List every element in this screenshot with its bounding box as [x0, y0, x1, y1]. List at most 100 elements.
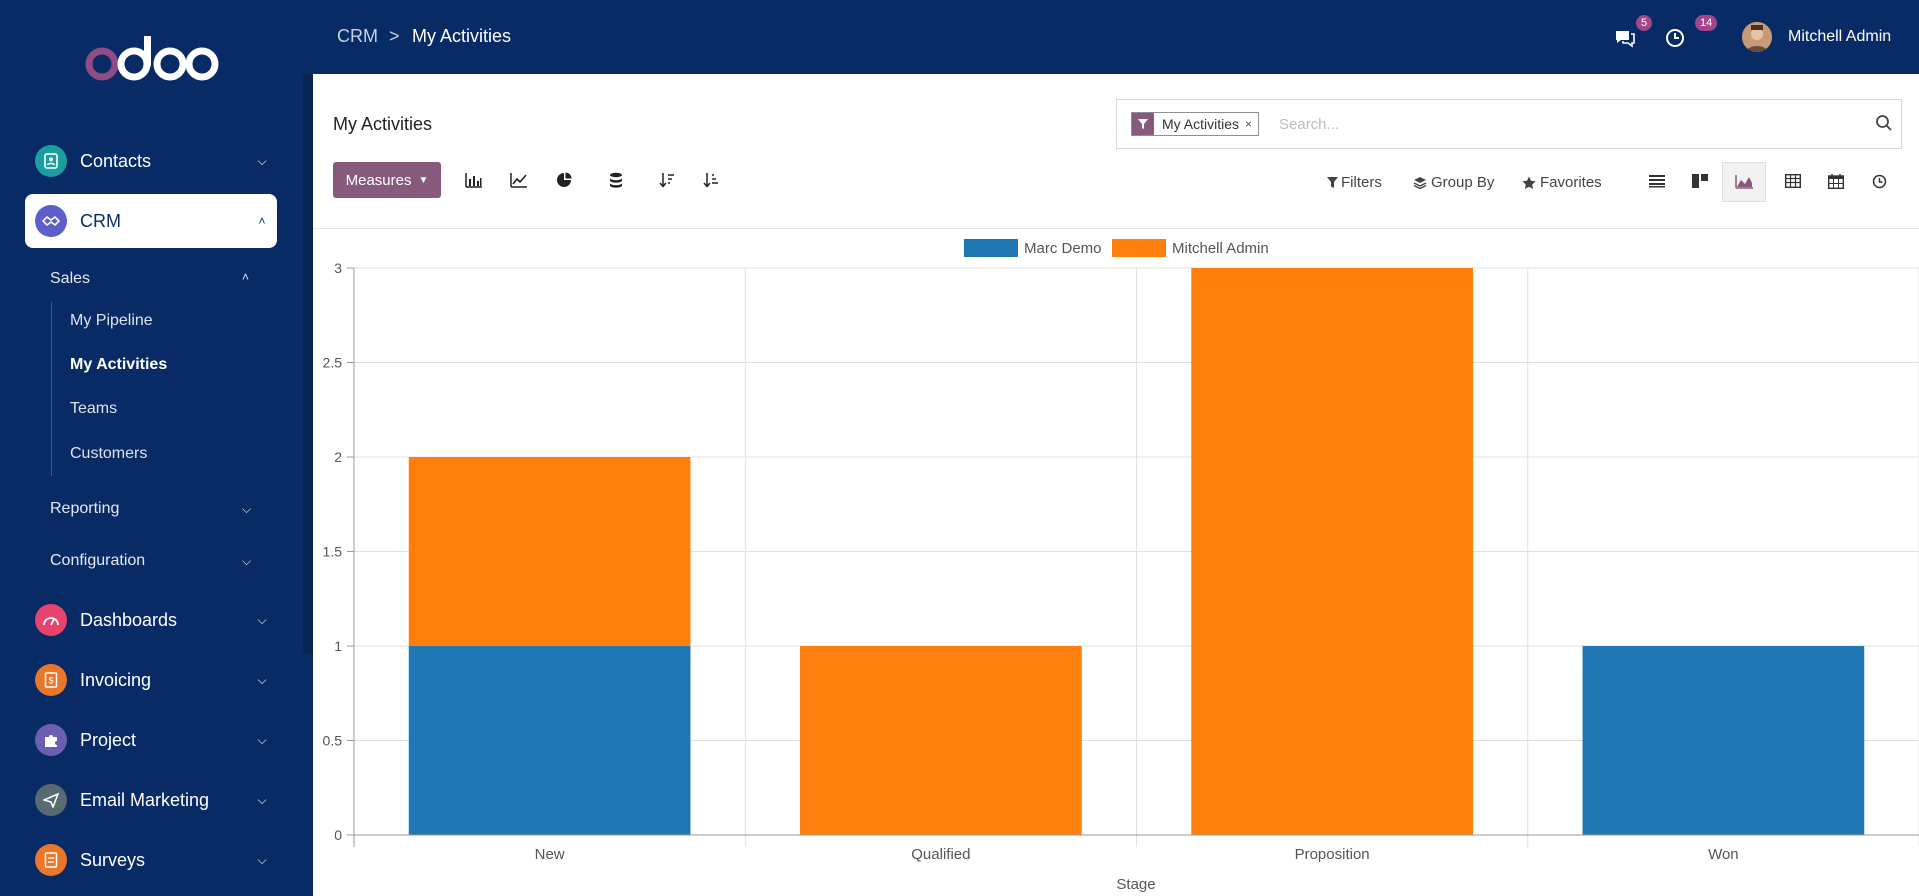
- kanban-view-icon[interactable]: [1679, 162, 1721, 200]
- list-view-icon[interactable]: [1636, 162, 1678, 200]
- stacked-icon[interactable]: [606, 171, 626, 189]
- pie-chart-icon[interactable]: [554, 171, 574, 189]
- odoo-logo[interactable]: [84, 34, 224, 92]
- filters-toggle[interactable]: Filters: [1327, 174, 1382, 191]
- y-tick-label: 0.5: [323, 733, 343, 749]
- measures-button[interactable]: Measures ▼: [333, 162, 441, 198]
- sidebar-app-dashboards[interactable]: Dashboards ⌵: [25, 593, 277, 647]
- sidebar-section-configuration[interactable]: Configuration: [50, 552, 146, 569]
- legend-label: Marc Demo: [1024, 240, 1102, 257]
- svg-text:$: $: [48, 676, 53, 686]
- survey-icon: [35, 844, 67, 876]
- chevron-down-icon: ⌵: [257, 852, 267, 867]
- messages-badge: 5: [1636, 15, 1653, 31]
- search-bar[interactable]: My Activities ×: [1116, 99, 1902, 149]
- filter-icon: [1132, 113, 1154, 135]
- sidebar-section-sales[interactable]: Sales: [50, 270, 91, 287]
- breadcrumb-separator: >: [389, 26, 400, 46]
- clock-icon[interactable]: [1663, 26, 1687, 50]
- paper-plane-icon: [35, 784, 67, 816]
- search-input[interactable]: [1277, 112, 1841, 136]
- y-tick-label: 2.5: [323, 355, 343, 371]
- caret-down-icon: ▼: [418, 174, 429, 186]
- layers-icon: [1413, 177, 1427, 189]
- sidebar-section-reporting[interactable]: Reporting: [50, 500, 120, 517]
- legend-swatch: [1112, 239, 1166, 257]
- chevron-down-icon: ⌵: [257, 153, 267, 168]
- sidebar-app-crm[interactable]: CRM ˄: [25, 194, 277, 248]
- pivot-view-icon[interactable]: [1772, 162, 1814, 200]
- sidebar-app-label: Surveys: [80, 849, 146, 870]
- activity-view-icon[interactable]: [1858, 162, 1900, 200]
- sidebar-app-email-marketing[interactable]: Email Marketing ⌵: [25, 773, 277, 827]
- y-tick-label: 1: [334, 638, 342, 654]
- sidebar-item-my-activities[interactable]: My Activities: [70, 356, 168, 373]
- favorites-label: Favorites: [1540, 174, 1602, 191]
- facet-remove-button[interactable]: ×: [1245, 117, 1253, 131]
- bar-mitchell-admin-new[interactable]: [408, 457, 691, 646]
- speedometer-icon: [35, 604, 67, 636]
- user-name[interactable]: Mitchell Admin: [1788, 28, 1892, 45]
- avatar[interactable]: [1742, 22, 1772, 52]
- odoo-logo-mark: [85, 36, 219, 81]
- sidebar-item-customers[interactable]: Customers: [70, 445, 148, 462]
- x-tick-label: Qualified: [911, 846, 970, 863]
- handshake-icon: [35, 205, 67, 237]
- search-icon[interactable]: [1875, 114, 1895, 134]
- facet-label: My Activities: [1162, 116, 1240, 132]
- legend-item-mitchell-admin[interactable]: Mitchell Admin: [1112, 239, 1269, 257]
- bar-chart-icon[interactable]: [464, 171, 484, 189]
- sidebar-scrollbar[interactable]: [303, 75, 313, 653]
- chevron-down-icon: ⌵: [257, 612, 267, 627]
- chevron-down-icon: ⌵: [257, 732, 267, 747]
- y-tick-label: 3: [334, 260, 342, 276]
- bar-marc-demo-new[interactable]: [408, 646, 691, 835]
- filter-facet: My Activities ×: [1131, 112, 1260, 136]
- messages-icon[interactable]: [1613, 26, 1637, 50]
- bar-mitchell-admin-qualified[interactable]: [800, 646, 1082, 835]
- graph-view-icon[interactable]: [1722, 162, 1766, 202]
- puzzle-icon: [35, 724, 67, 756]
- chevron-up-icon: ˄: [258, 214, 266, 228]
- sidebar: Contacts ⌵ CRM ˄ Sales ˄ My Pipeline My …: [0, 0, 313, 896]
- sort-ascending-icon[interactable]: [701, 171, 721, 189]
- chevron-down-icon[interactable]: ⌵: [242, 554, 252, 568]
- chevron-down-icon[interactable]: ⌵: [242, 502, 252, 516]
- measures-label: Measures: [345, 171, 412, 189]
- sidebar-item-teams[interactable]: Teams: [70, 400, 118, 417]
- filters-label: Filters: [1341, 174, 1382, 191]
- sidebar-app-surveys[interactable]: Surveys ⌵: [25, 833, 277, 887]
- chevron-down-icon: ⌵: [257, 792, 267, 807]
- sidebar-item-my-pipeline[interactable]: My Pipeline: [70, 312, 153, 329]
- sidebar-app-label: Contacts: [80, 150, 152, 171]
- sort-descending-icon[interactable]: [657, 171, 677, 189]
- line-chart-icon[interactable]: [509, 171, 529, 189]
- control-panel-divider: [313, 228, 1919, 229]
- sidebar-app-invoicing[interactable]: $ Invoicing ⌵: [25, 653, 277, 707]
- chevron-down-icon: ⌵: [257, 672, 267, 687]
- legend-label: Mitchell Admin: [1172, 240, 1269, 257]
- legend-item-marc-demo[interactable]: Marc Demo: [964, 239, 1102, 257]
- calendar-view-icon[interactable]: [1815, 162, 1857, 200]
- activities-badge: 14: [1695, 15, 1718, 31]
- bar-marc-demo-won[interactable]: [1582, 646, 1865, 835]
- sidebar-app-project[interactable]: Project ⌵: [25, 713, 277, 767]
- star-icon: [1522, 176, 1536, 189]
- filter-icon: [1327, 176, 1338, 188]
- bar-mitchell-admin-proposition[interactable]: [1191, 268, 1473, 835]
- group-by-toggle[interactable]: Group By: [1413, 174, 1494, 191]
- sidebar-app-label: Email Marketing: [80, 789, 210, 810]
- breadcrumb-crm[interactable]: CRM: [337, 26, 378, 46]
- favorites-toggle[interactable]: Favorites: [1522, 174, 1602, 191]
- sidebar-app-contacts[interactable]: Contacts ⌵: [25, 134, 277, 188]
- y-tick-label: 0: [334, 827, 342, 843]
- x-tick-label: Proposition: [1295, 846, 1370, 863]
- contacts-icon: [35, 145, 67, 177]
- sidebar-app-label: Invoicing: [80, 669, 152, 690]
- sidebar-app-label: Dashboards: [80, 609, 178, 630]
- chevron-up-icon[interactable]: ˄: [242, 270, 250, 284]
- page-title: My Activities: [333, 114, 433, 134]
- legend-swatch: [964, 239, 1018, 257]
- invoice-icon: $: [35, 664, 67, 696]
